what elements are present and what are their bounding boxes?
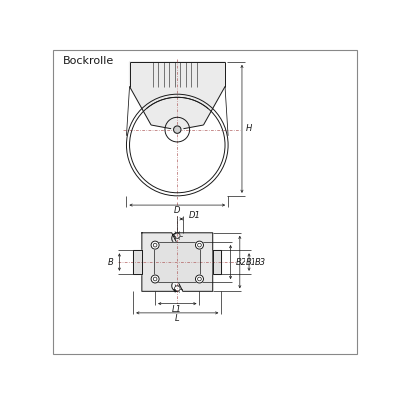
- Polygon shape: [130, 62, 225, 129]
- Text: B2: B2: [236, 258, 247, 266]
- Text: B1: B1: [245, 258, 256, 266]
- Text: Bockrolle: Bockrolle: [63, 56, 114, 66]
- Text: H: H: [246, 124, 252, 133]
- Polygon shape: [213, 250, 221, 274]
- Text: D1: D1: [188, 211, 200, 220]
- Text: L1: L1: [172, 305, 182, 314]
- Circle shape: [151, 275, 159, 283]
- Polygon shape: [133, 250, 142, 274]
- Circle shape: [174, 126, 181, 133]
- Polygon shape: [154, 242, 200, 282]
- Text: D: D: [174, 206, 180, 215]
- Circle shape: [196, 275, 204, 283]
- Text: B3: B3: [254, 258, 266, 266]
- Circle shape: [151, 241, 159, 249]
- Text: B: B: [108, 258, 114, 266]
- Circle shape: [196, 241, 204, 249]
- Text: L: L: [175, 314, 180, 323]
- Polygon shape: [142, 233, 213, 291]
